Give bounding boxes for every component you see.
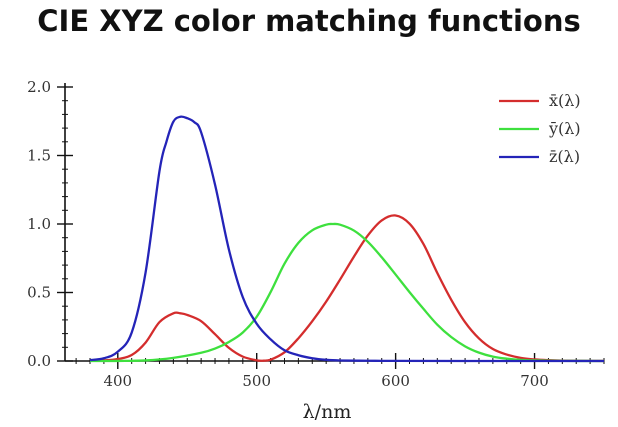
legend-label: z̄(λ) [549, 147, 580, 166]
z-bar-series-line [89, 115, 604, 363]
legend: x̄(λ) ȳ(λ) z̄(λ) [499, 91, 581, 166]
chart-title: CIE XYZ color matching functions [37, 4, 581, 38]
series-lines [89, 115, 605, 363]
y-tick-label: 1.0 [27, 215, 51, 233]
x-bar-series-line [89, 214, 605, 363]
legend-item-z-bar: z̄(λ) [499, 147, 580, 166]
legend-label: ȳ(λ) [548, 119, 581, 138]
x-axis-label: λ/nm [303, 401, 352, 423]
y-tick-label: 1.5 [27, 147, 51, 165]
y-tick-label: 0.0 [27, 352, 51, 370]
y-tick-label: 0.5 [27, 284, 51, 302]
x-tick-label: 700 [520, 372, 549, 390]
x-tick-label: 600 [381, 372, 410, 390]
y-bar-series-line [90, 222, 605, 363]
x-tick-label: 400 [103, 372, 132, 390]
axes: 0.0 0.5 1.0 1.5 2.0 400 500 600 700 [27, 78, 605, 390]
y-tick-label: 2.0 [27, 78, 51, 96]
legend-item-y-bar: ȳ(λ) [499, 119, 581, 138]
legend-label: x̄(λ) [549, 91, 581, 110]
legend-item-x-bar: x̄(λ) [499, 91, 581, 110]
x-tick-label: 500 [242, 372, 271, 390]
